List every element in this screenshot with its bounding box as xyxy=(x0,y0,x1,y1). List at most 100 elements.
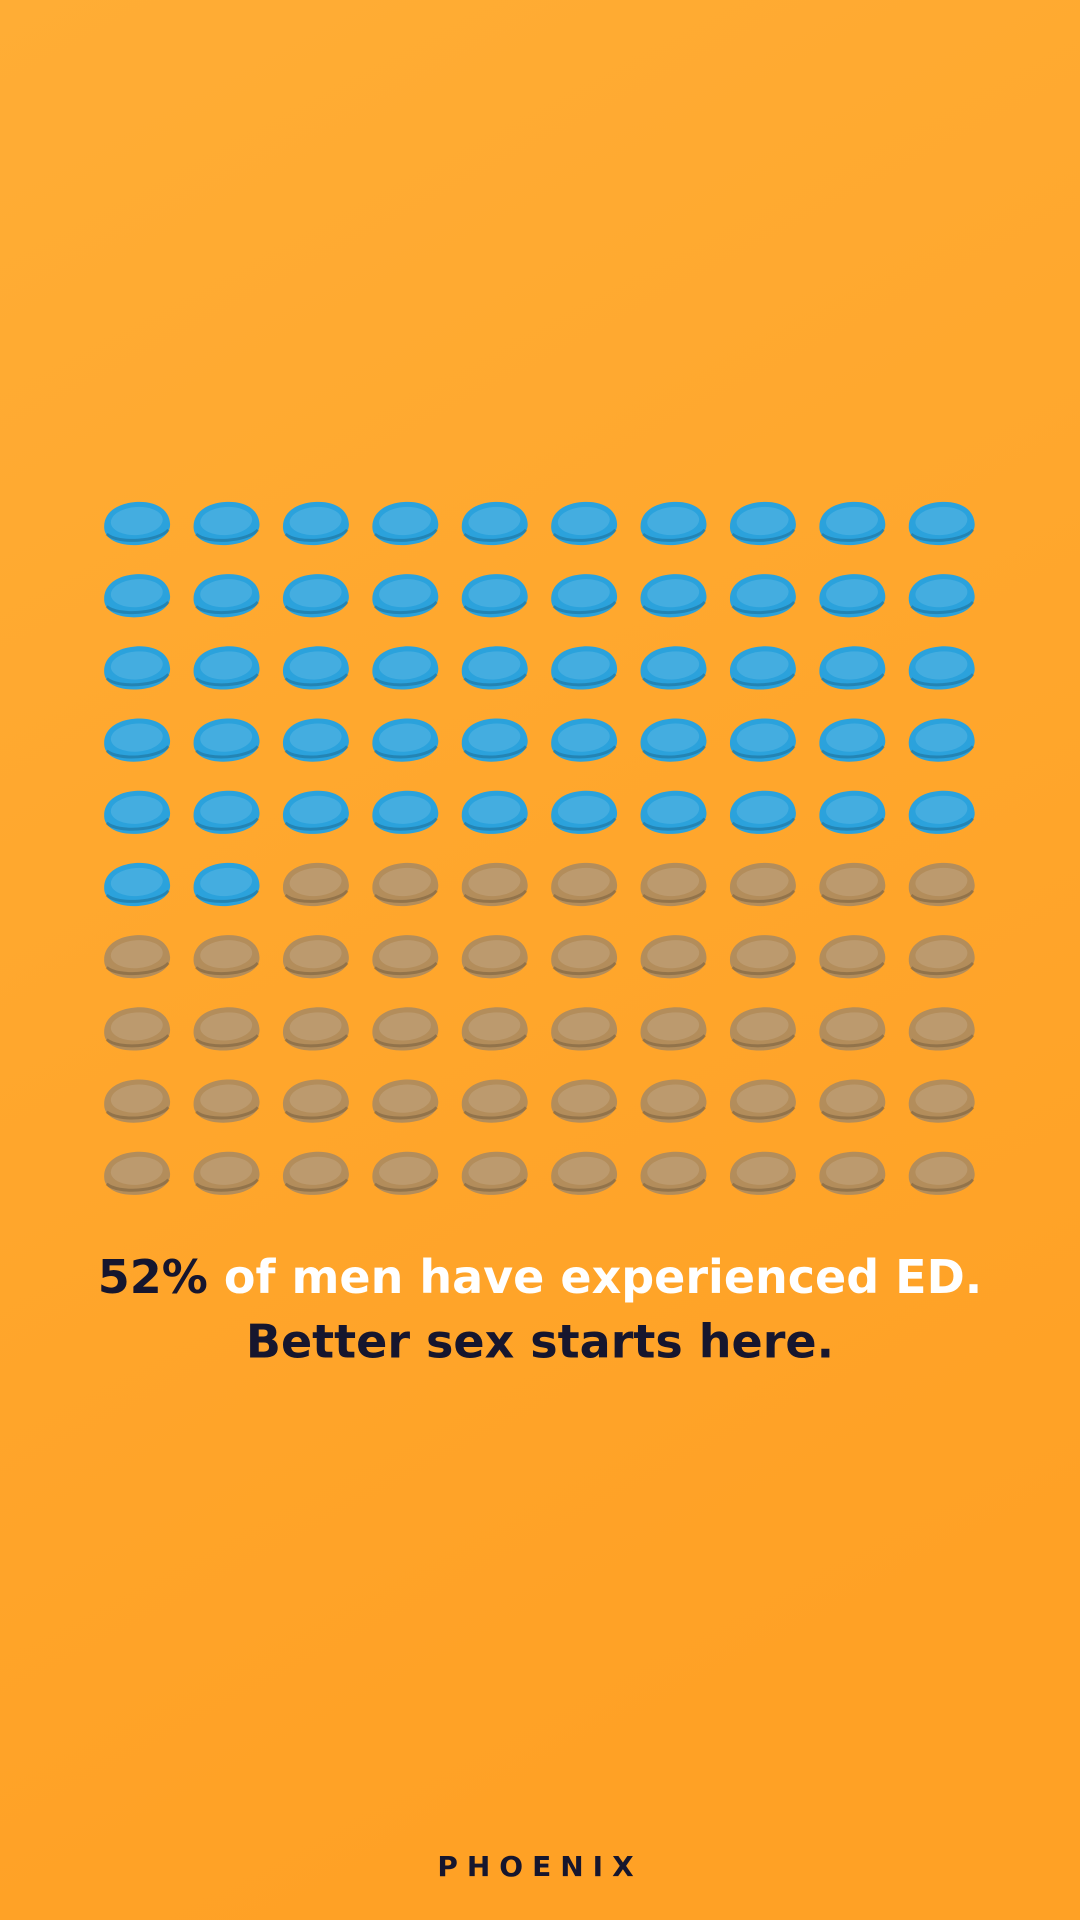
pill-body xyxy=(551,646,618,690)
pill-body xyxy=(730,790,796,834)
pill xyxy=(730,501,796,546)
pill-body xyxy=(730,935,796,979)
pill-body xyxy=(908,1151,975,1195)
pill-shade xyxy=(557,651,610,680)
pill xyxy=(551,935,618,979)
pill-shade xyxy=(736,723,789,752)
pill xyxy=(372,501,439,546)
pill-edge xyxy=(373,528,438,542)
pill xyxy=(730,646,796,690)
pill-shade xyxy=(557,1156,610,1185)
pill xyxy=(640,862,707,907)
pill-body xyxy=(283,1007,349,1051)
pill-edge xyxy=(642,1106,707,1120)
pill-body xyxy=(819,574,886,618)
pill-shade xyxy=(200,1012,253,1041)
pill-shade xyxy=(200,1084,253,1113)
pill-shade xyxy=(468,651,521,680)
pill-shade xyxy=(826,1156,878,1185)
pill xyxy=(461,718,528,762)
pill-body xyxy=(372,1079,439,1123)
pill xyxy=(730,862,796,907)
pill-edge xyxy=(105,673,170,687)
pill xyxy=(461,862,528,907)
pill-shade xyxy=(200,867,253,897)
pill-shade xyxy=(200,795,253,824)
pill-body xyxy=(104,935,171,979)
pill xyxy=(104,1079,171,1123)
pill-body xyxy=(372,1007,439,1051)
pill-shade xyxy=(915,579,968,608)
pill-body xyxy=(283,718,349,762)
pill xyxy=(283,646,349,690)
pill xyxy=(283,1007,349,1051)
pill-shade xyxy=(736,579,789,608)
pill xyxy=(372,862,439,907)
pill xyxy=(104,862,171,907)
pill-edge xyxy=(373,600,438,615)
pill-shade xyxy=(647,1084,700,1113)
pill-shade xyxy=(826,867,878,897)
pill-body xyxy=(193,1079,260,1123)
pill xyxy=(104,718,171,762)
pill xyxy=(819,790,886,834)
pill-edge xyxy=(552,600,617,615)
pill-edge xyxy=(731,745,796,759)
pill xyxy=(372,646,439,690)
pill xyxy=(551,501,618,546)
pill xyxy=(193,718,260,762)
pill xyxy=(461,1007,528,1051)
pill-body xyxy=(372,718,439,762)
pill-edge xyxy=(463,1106,528,1120)
pill-edge xyxy=(373,673,438,687)
pill xyxy=(461,574,528,618)
pill-body xyxy=(193,501,260,546)
pill-edge xyxy=(642,889,707,903)
pill-edge xyxy=(910,600,975,615)
pill xyxy=(730,935,796,979)
pill-edge xyxy=(373,961,438,976)
pill xyxy=(283,501,349,546)
pill xyxy=(461,646,528,690)
pill-shade xyxy=(647,1156,700,1185)
pill-body xyxy=(193,790,260,834)
pill-edge xyxy=(373,889,438,903)
pill-shade xyxy=(647,867,700,897)
pill-body xyxy=(819,1079,886,1123)
pill xyxy=(908,790,975,834)
pill-shade xyxy=(826,1084,878,1113)
headline-caption: of men have experienced ED. xyxy=(224,1250,982,1304)
pill xyxy=(193,501,260,546)
pill-body xyxy=(640,574,707,618)
pill-body xyxy=(730,501,796,546)
pill-edge xyxy=(820,1178,885,1192)
pill xyxy=(908,646,975,690)
pill-shade xyxy=(200,940,253,969)
pill-shade xyxy=(379,1156,431,1185)
pill-edge xyxy=(195,745,260,759)
pill-shade xyxy=(915,867,968,897)
pill-shade xyxy=(110,1156,163,1185)
pill-shade xyxy=(915,940,968,969)
pill-body xyxy=(372,501,439,546)
pill xyxy=(640,646,707,690)
pill-shade xyxy=(289,1084,342,1113)
pill xyxy=(640,935,707,979)
pill-shade xyxy=(736,1084,789,1113)
pill-shade xyxy=(468,1084,521,1113)
pill-edge xyxy=(820,745,885,759)
pill-shade xyxy=(557,1084,610,1113)
pill-body xyxy=(819,1007,886,1051)
pill-body xyxy=(908,790,975,834)
pill-shade xyxy=(289,651,342,680)
pill xyxy=(640,1079,707,1123)
pill-shade xyxy=(289,867,342,897)
pill-edge xyxy=(820,600,885,615)
pill-edge xyxy=(284,745,349,759)
pill-body xyxy=(640,501,707,546)
pill-shade xyxy=(557,867,610,897)
pill xyxy=(730,574,796,618)
pill-edge xyxy=(910,1034,975,1048)
pill-edge xyxy=(284,1106,349,1120)
